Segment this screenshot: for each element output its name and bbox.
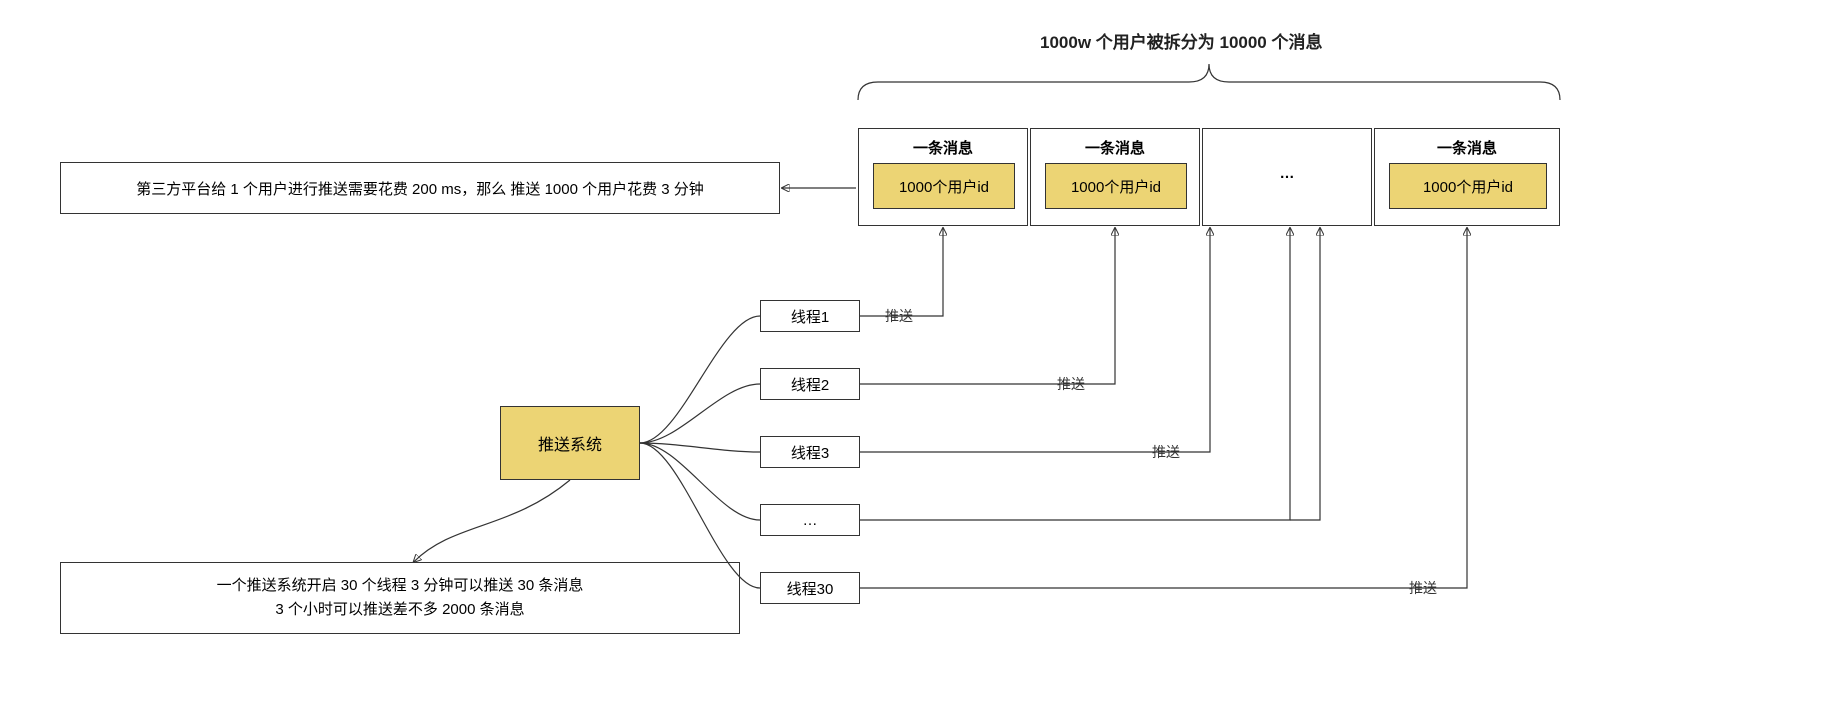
push-label: 推送: [1409, 578, 1437, 598]
message-header: 一条消息: [1437, 129, 1497, 158]
thread-2: 线程2: [760, 368, 860, 400]
push-label: 推送: [885, 306, 913, 326]
split-title: 1000w 个用户被拆分为 10000 个消息: [1040, 28, 1322, 53]
note-bottom: 一个推送系统开启 30 个线程 3 分钟可以推送 30 条消息3 个小时可以推送…: [60, 562, 740, 634]
message-header: 一条消息: [913, 129, 973, 158]
message-box: 一条消息 1000个用户id: [1030, 128, 1200, 226]
ellipsis-label: …: [1280, 165, 1295, 182]
thread-ellipsis: …: [760, 504, 860, 536]
message-userid-box: 1000个用户id: [1389, 163, 1547, 209]
note-top: 第三方平台给 1 个用户进行推送需要花费 200 ms，那么 推送 1000 个…: [60, 162, 780, 214]
push-system: 推送系统: [500, 406, 640, 480]
message-header: 一条消息: [1085, 129, 1145, 158]
message-userid-box: 1000个用户id: [873, 163, 1015, 209]
note-bottom-line2: 3 个小时可以推送差不多 2000 条消息: [275, 598, 524, 622]
thread-30: 线程30: [760, 572, 860, 604]
message-box: 一条消息 1000个用户id: [858, 128, 1028, 226]
note-bottom-line1: 一个推送系统开启 30 个线程 3 分钟可以推送 30 条消息: [217, 574, 584, 598]
thread-3: 线程3: [760, 436, 860, 468]
push-label: 推送: [1152, 442, 1180, 462]
message-box-ellipsis: …: [1202, 128, 1372, 226]
message-box: 一条消息 1000个用户id: [1374, 128, 1560, 226]
message-userid-box: 1000个用户id: [1045, 163, 1187, 209]
thread-1: 线程1: [760, 300, 860, 332]
push-label: 推送: [1057, 374, 1085, 394]
